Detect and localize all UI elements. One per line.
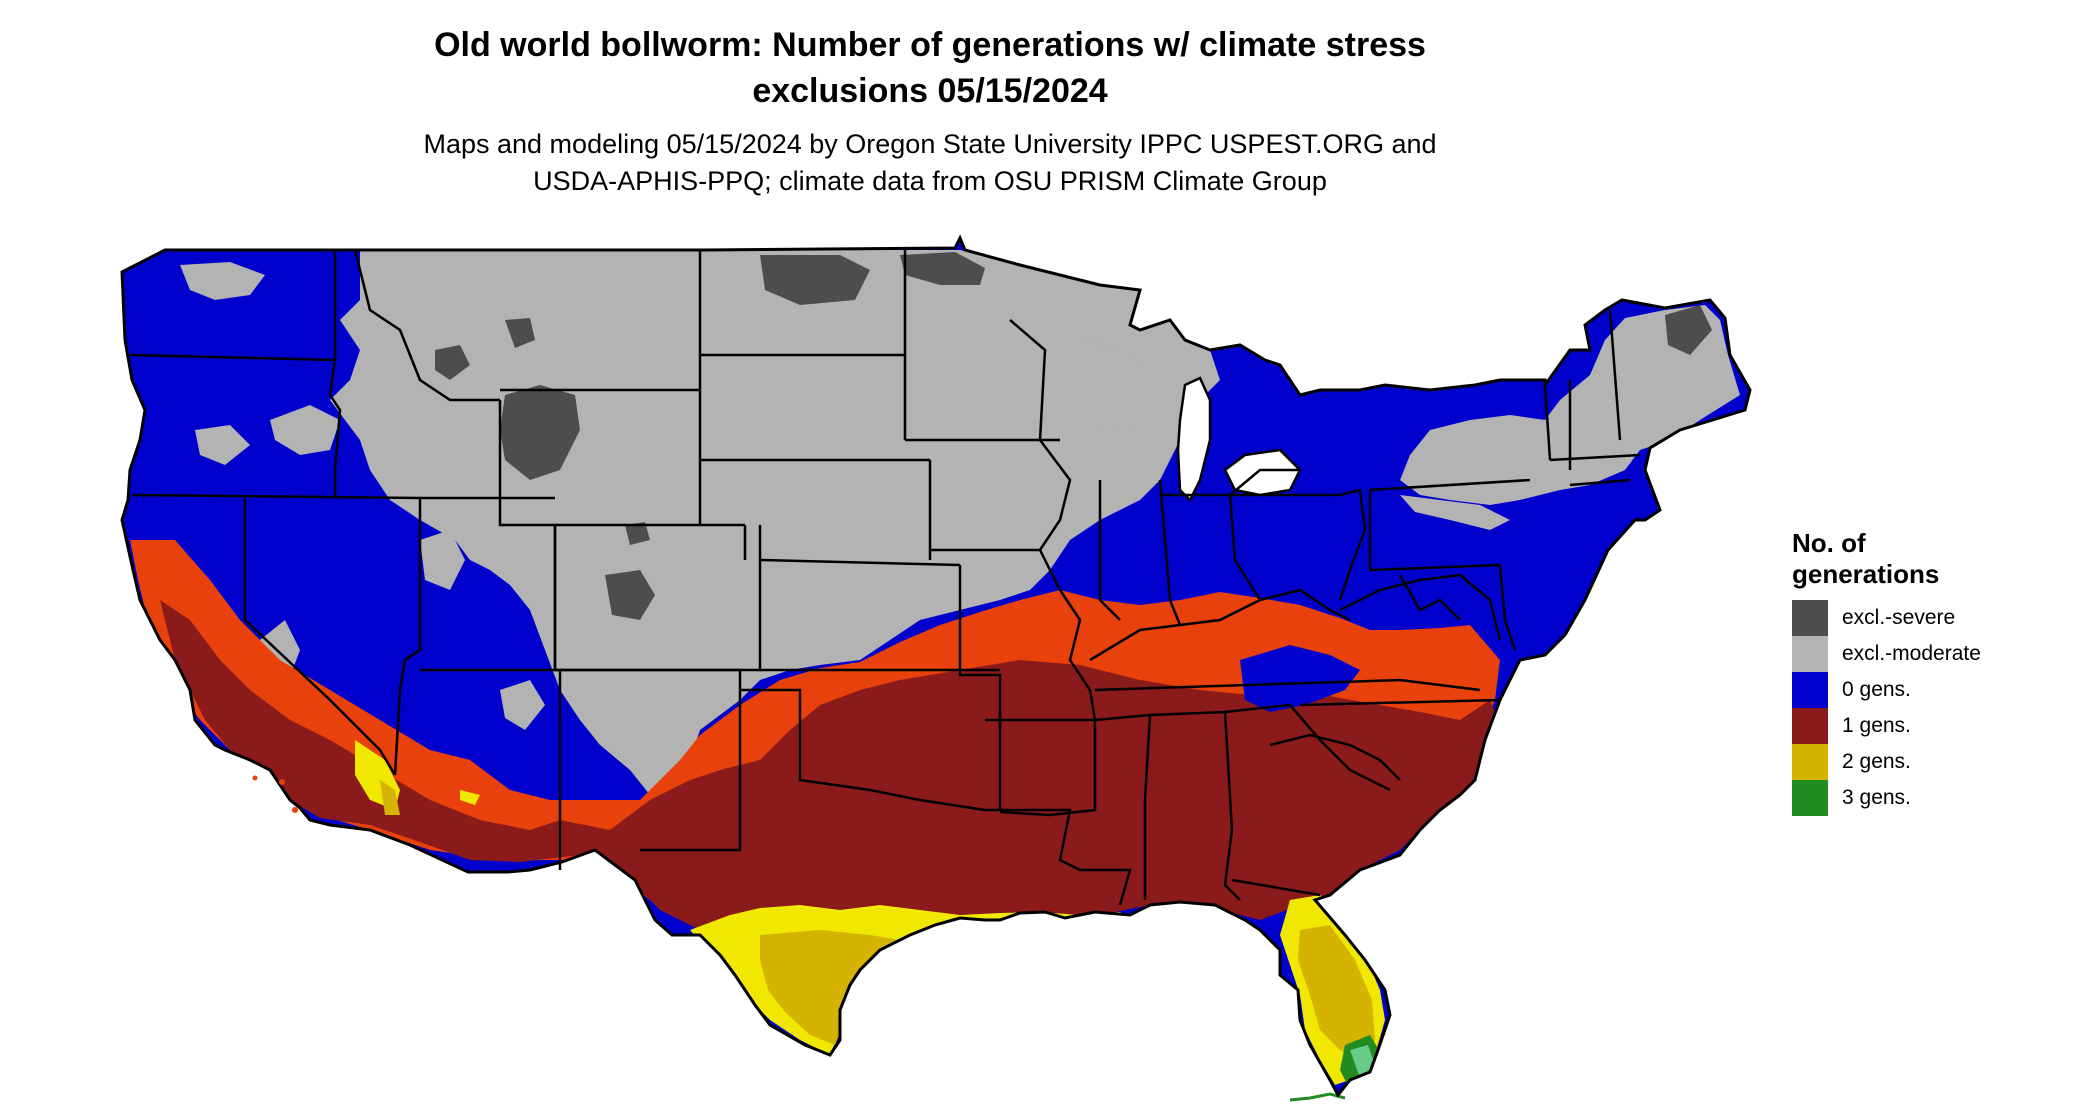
- map-title: Old world bollworm: Number of generation…: [0, 22, 1860, 114]
- map-title-line-1: Old world bollworm: Number of generation…: [434, 26, 1426, 64]
- legend-label: 0 gens.: [1842, 678, 1911, 701]
- legend-title-line-2: generations: [1792, 559, 1940, 589]
- legend-item-excl-moderate: excl.-moderate: [1792, 636, 2052, 672]
- legend-item-2-gens: 2 gens.: [1792, 744, 2052, 780]
- map-subtitle: Maps and modeling 05/15/2024 by Oregon S…: [0, 126, 1860, 200]
- legend-item-0-gens: 0 gens.: [1792, 672, 2052, 708]
- legend-label: excl.-moderate: [1842, 642, 1981, 665]
- legend-title-line-1: No. of: [1792, 528, 1866, 558]
- legend-swatch: [1792, 672, 1828, 708]
- legend-label: 1 gens.: [1842, 714, 1911, 737]
- legend-label: excl.-severe: [1842, 606, 1956, 629]
- legend-label: 3 gens.: [1842, 786, 1911, 809]
- legend-item-1-gens: 1 gens.: [1792, 708, 2052, 744]
- legend-label: 2 gens.: [1842, 750, 1911, 773]
- legend-item-excl-severe: excl.-severe: [1792, 600, 2052, 636]
- legend-item-3-gens: 3 gens.: [1792, 780, 2052, 816]
- legend-swatch: [1792, 636, 1828, 672]
- map-subtitle-line-2: USDA-APHIS-PPQ; climate data from OSU PR…: [533, 166, 1327, 196]
- legend-swatch: [1792, 744, 1828, 780]
- map-title-line-2: exclusions 05/15/2024: [752, 72, 1108, 110]
- legend-swatch: [1792, 600, 1828, 636]
- legend-swatch: [1792, 780, 1828, 816]
- legend-title: No. of generations: [1792, 528, 2052, 590]
- map-legend: No. of generations excl.-severe excl.-mo…: [1792, 528, 2052, 816]
- legend-swatch: [1792, 708, 1828, 744]
- map-subtitle-line-1: Maps and modeling 05/15/2024 by Oregon S…: [423, 129, 1437, 159]
